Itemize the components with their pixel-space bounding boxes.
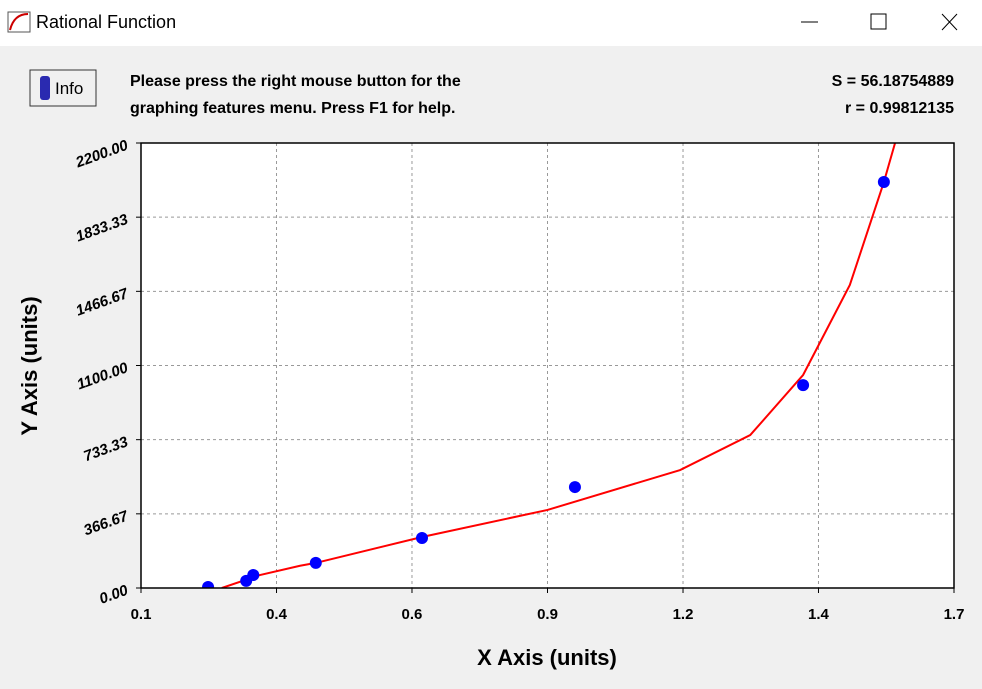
x-tick-label: 0.1 xyxy=(131,606,152,623)
x-axis-label: X Axis (units) xyxy=(477,645,617,670)
help-message: Please press the right mouse button for … xyxy=(130,73,461,90)
data-point xyxy=(415,532,428,545)
maximize-button[interactable] xyxy=(870,13,887,30)
x-tick-label: 1.4 xyxy=(808,606,830,623)
data-point xyxy=(309,556,322,569)
data-point xyxy=(202,580,215,588)
x-tick-label: 0.9 xyxy=(537,606,558,623)
help-message: graphing features menu. Press F1 for hel… xyxy=(130,100,455,117)
data-point xyxy=(797,379,810,392)
y-axis-label: Y Axis (units) xyxy=(17,296,42,435)
close-button[interactable] xyxy=(941,13,958,31)
app-icon xyxy=(7,11,31,33)
stat-s: S = 56.18754889 xyxy=(832,73,954,90)
data-point xyxy=(247,569,260,582)
x-tick-label: 1.2 xyxy=(673,606,694,623)
info-label[interactable]: Info xyxy=(55,79,83,98)
x-tick-label: 0.4 xyxy=(266,606,288,623)
y-tick-label: 366.67 xyxy=(81,507,131,539)
stat-r: r = 0.99812135 xyxy=(845,100,954,117)
y-tick-label: 733.33 xyxy=(81,433,131,465)
data-point xyxy=(568,481,581,494)
y-tick-label: 2200.00 xyxy=(73,137,131,172)
title-bar xyxy=(0,0,982,46)
window-title: Rational Function xyxy=(36,12,176,32)
info-button[interactable]: Info xyxy=(29,69,97,107)
y-tick-label: 0.00 xyxy=(97,582,131,608)
fit-curve xyxy=(221,143,897,588)
y-tick-label: 1833.33 xyxy=(74,211,131,246)
data-point xyxy=(877,176,890,189)
y-tick-label: 1466.67 xyxy=(74,285,131,320)
x-tick-label: 0.6 xyxy=(402,606,423,623)
y-tick-label: 1100.00 xyxy=(75,359,131,393)
x-tick-label: 1.7 xyxy=(944,606,965,623)
